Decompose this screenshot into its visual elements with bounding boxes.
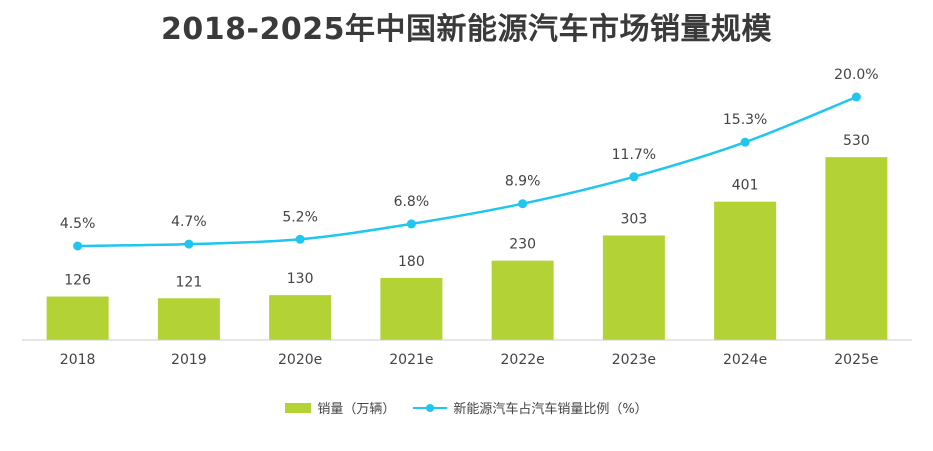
x-tick-2022e: 2022e <box>501 352 545 368</box>
share-point-2019 <box>184 239 194 249</box>
legend-item-sales: 销量（万辆） <box>285 398 395 417</box>
share-point-2018 <box>73 241 83 251</box>
share-label-2022e: 8.9% <box>505 174 541 190</box>
x-tick-2018: 2018 <box>60 352 96 368</box>
bar-label-2023e: 303 <box>621 211 648 227</box>
share-label-2019: 4.7% <box>171 214 207 230</box>
legend-line-swatch <box>413 403 448 413</box>
bar-2021e <box>380 277 443 340</box>
share-point-2024e <box>740 137 750 147</box>
share-label-2020e: 5.2% <box>282 209 318 225</box>
legend-bar-swatch <box>285 402 312 413</box>
x-tick-2020e: 2020e <box>278 352 322 368</box>
share-point-2023e <box>629 172 639 182</box>
x-axis: 2018 2019 2020e 2021e 2022e 2023e 2024e 2025e <box>22 339 912 368</box>
share-point-2021e <box>406 219 416 229</box>
x-tick-2019: 2019 <box>171 352 207 368</box>
share-label-2024e: 15.3% <box>723 112 767 128</box>
share-point-2022e <box>518 199 528 209</box>
bar-2025e <box>825 157 888 340</box>
x-tick-2025e: 2025e <box>834 352 878 368</box>
bar-2024e <box>714 201 777 340</box>
bar-label-2022e: 230 <box>509 237 536 253</box>
data-labels: 126 121 130 180 230 303 401 530 4.5% 4.7% 5.2% 6.8%… <box>60 67 879 290</box>
share-label-2018: 4.5% <box>60 216 96 232</box>
chart-title: 2018-2025年中国新能源汽车市场销量规模 <box>161 12 772 47</box>
x-tick-2024e: 2024e <box>723 352 767 368</box>
share-label-2021e: 6.8% <box>394 194 430 210</box>
legend-label-sales: 销量（万辆） <box>317 402 396 417</box>
share-line <box>77 95 857 248</box>
bar-2019 <box>157 298 220 340</box>
bar-2018 <box>46 296 109 340</box>
bar-2022e <box>491 260 554 340</box>
bar-label-2019: 121 <box>176 274 203 290</box>
bar-label-2020e: 130 <box>287 271 314 287</box>
bar-label-2024e: 401 <box>732 178 759 194</box>
share-point-2025e <box>851 92 861 102</box>
bar-series <box>46 157 888 340</box>
bar-label-2025e: 530 <box>843 133 870 149</box>
legend-item-share: 新能源汽车占汽车销量比例（%） <box>413 398 648 417</box>
share-label-2025e: 20.0% <box>834 67 878 83</box>
share-point-2020e <box>295 234 305 244</box>
x-tick-2023e: 2023e <box>612 352 656 368</box>
legend-label-share: 新能源汽车占汽车销量比例（%） <box>453 402 648 417</box>
bar-label-2018: 126 <box>64 273 91 289</box>
share-label-2023e: 11.7% <box>612 147 656 163</box>
bar-2020e <box>269 295 332 340</box>
x-tick-2021e: 2021e <box>389 352 433 368</box>
bar-2023e <box>602 235 665 340</box>
bar-label-2021e: 180 <box>398 254 425 270</box>
legend: 销量（万辆） 新能源汽车占汽车销量比例（%） <box>0 398 933 417</box>
line-series <box>73 92 861 251</box>
